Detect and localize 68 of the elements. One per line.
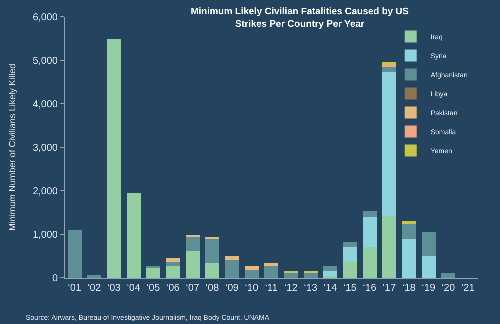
bar (422, 232, 436, 256)
x-tick-label: ‘11 (265, 283, 278, 294)
bar (382, 216, 397, 278)
bar (402, 221, 416, 224)
bar (264, 266, 279, 278)
x-tick-label: ‘21 (461, 283, 476, 294)
bar (343, 261, 358, 278)
bar (323, 266, 338, 272)
x-tick-label: ‘07 (186, 283, 200, 294)
bar (146, 268, 161, 278)
bar (402, 223, 416, 240)
bar (343, 242, 358, 248)
y-tick-label: 3,000 (32, 143, 58, 154)
bar (205, 237, 220, 240)
y-tick-label: 1,000 (32, 230, 58, 241)
x-tick-label: ‘14 (324, 283, 338, 294)
bar (87, 275, 102, 278)
bar (186, 236, 200, 252)
chart-title: Minimum Likely Civilian Fatalities Caused by US Strikes Per Country Per Year (190, 6, 410, 30)
x-tick-label: ‘08 (206, 283, 220, 294)
y-axis-title: Minimum Number of Civilians Likely Killed (7, 64, 18, 232)
bar (264, 262, 279, 266)
x-tick-label: ‘03 (107, 283, 122, 294)
y-tick-label: 4,000 (32, 100, 58, 110)
bar (186, 251, 200, 278)
bar (205, 240, 220, 264)
bar (166, 266, 180, 278)
bar (107, 38, 122, 278)
x-tick-label: ‘12 (284, 283, 298, 294)
y-tick-label: 0 (52, 274, 58, 284)
bar (126, 193, 141, 278)
x-tick-label: ‘16 (363, 283, 377, 294)
bar (362, 218, 377, 248)
x-tick-label: ‘10 (245, 283, 259, 294)
x-tick-label: ‘05 (146, 283, 161, 294)
x-tick-label: ‘19 (422, 283, 436, 294)
x-tick-label: ‘01 (68, 283, 82, 294)
bar (382, 62, 397, 66)
x-tick-label: ‘15 (343, 283, 358, 294)
bar (225, 260, 240, 278)
bar (402, 240, 416, 278)
x-tick-label: ‘06 (166, 283, 180, 294)
bar (343, 247, 358, 262)
x-tick-label: ‘20 (442, 283, 456, 294)
bar (323, 271, 338, 276)
bar (362, 248, 377, 278)
bar (422, 256, 436, 278)
x-tick-label: ‘17 (382, 283, 397, 294)
y-tick-label: 2,000 (32, 186, 58, 198)
bar (205, 264, 220, 278)
bar (166, 258, 180, 262)
bar (382, 72, 397, 217)
bar (441, 273, 456, 278)
y-tick-label: 6,000 (32, 12, 58, 24)
bar (166, 262, 180, 267)
bar (244, 266, 259, 271)
bar (244, 270, 259, 278)
x-tick-label: ‘13 (304, 283, 318, 294)
x-tick-label: ‘04 (127, 283, 141, 294)
bar (225, 256, 240, 261)
y-tick-label: 5,000 (32, 56, 58, 67)
bar (362, 211, 377, 218)
x-tick-label: ‘09 (225, 283, 240, 294)
x-tick-label: ‘18 (402, 283, 416, 294)
bar (284, 272, 298, 278)
x-tick-label: ‘02 (88, 283, 102, 294)
bar (68, 230, 82, 278)
bar (304, 272, 318, 278)
